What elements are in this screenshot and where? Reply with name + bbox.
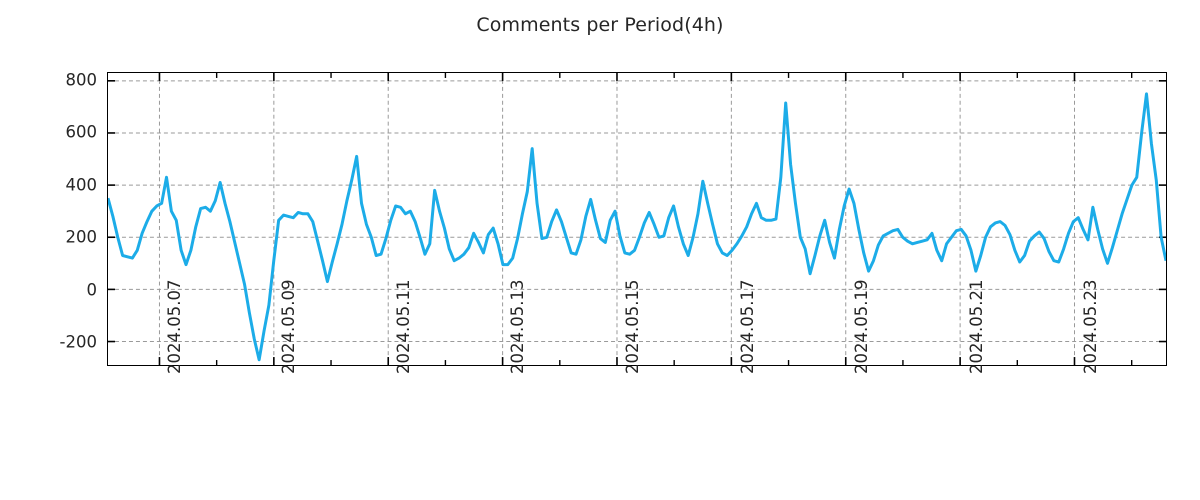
x-axis-tick-label: 2024.05.21 (966, 279, 986, 374)
y-axis-tick-label: 600 (65, 122, 98, 142)
x-axis-tick-label: 2024.05.13 (508, 279, 528, 374)
x-axis-tick-label: 2024.05.07 (164, 279, 184, 374)
x-axis-tick-label: 2024.05.15 (622, 279, 642, 374)
x-axis-tick-label: 2024.05.09 (279, 279, 299, 374)
y-axis-tick-label: 200 (65, 227, 98, 247)
y-axis-tick-label: 0 (86, 280, 98, 300)
y-axis-tick-label: 400 (65, 175, 98, 195)
x-axis-tick-label: 2024.05.19 (852, 279, 872, 374)
chart-title: Comments per Period(4h) (476, 14, 724, 36)
gridlines-layer (108, 73, 1166, 365)
x-axis-tick-label: 2024.05.23 (1081, 279, 1101, 374)
data-series-layer (108, 92, 1166, 362)
x-axis-tick-label: 2024.05.11 (393, 279, 413, 374)
x-axis-tick-label: 2024.05.17 (737, 279, 757, 374)
plot-area (107, 72, 1167, 366)
y-axis-tick-labels: 800 600 400 200 0 -200 (0, 70, 98, 366)
x-axis-tick-labels: 2024.05.07 2024.05.09 2024.05.11 2024.05.13… (107, 280, 1167, 496)
y-axis-tick-label: 800 (65, 70, 98, 90)
y-axis-tick-label: -200 (59, 332, 97, 352)
